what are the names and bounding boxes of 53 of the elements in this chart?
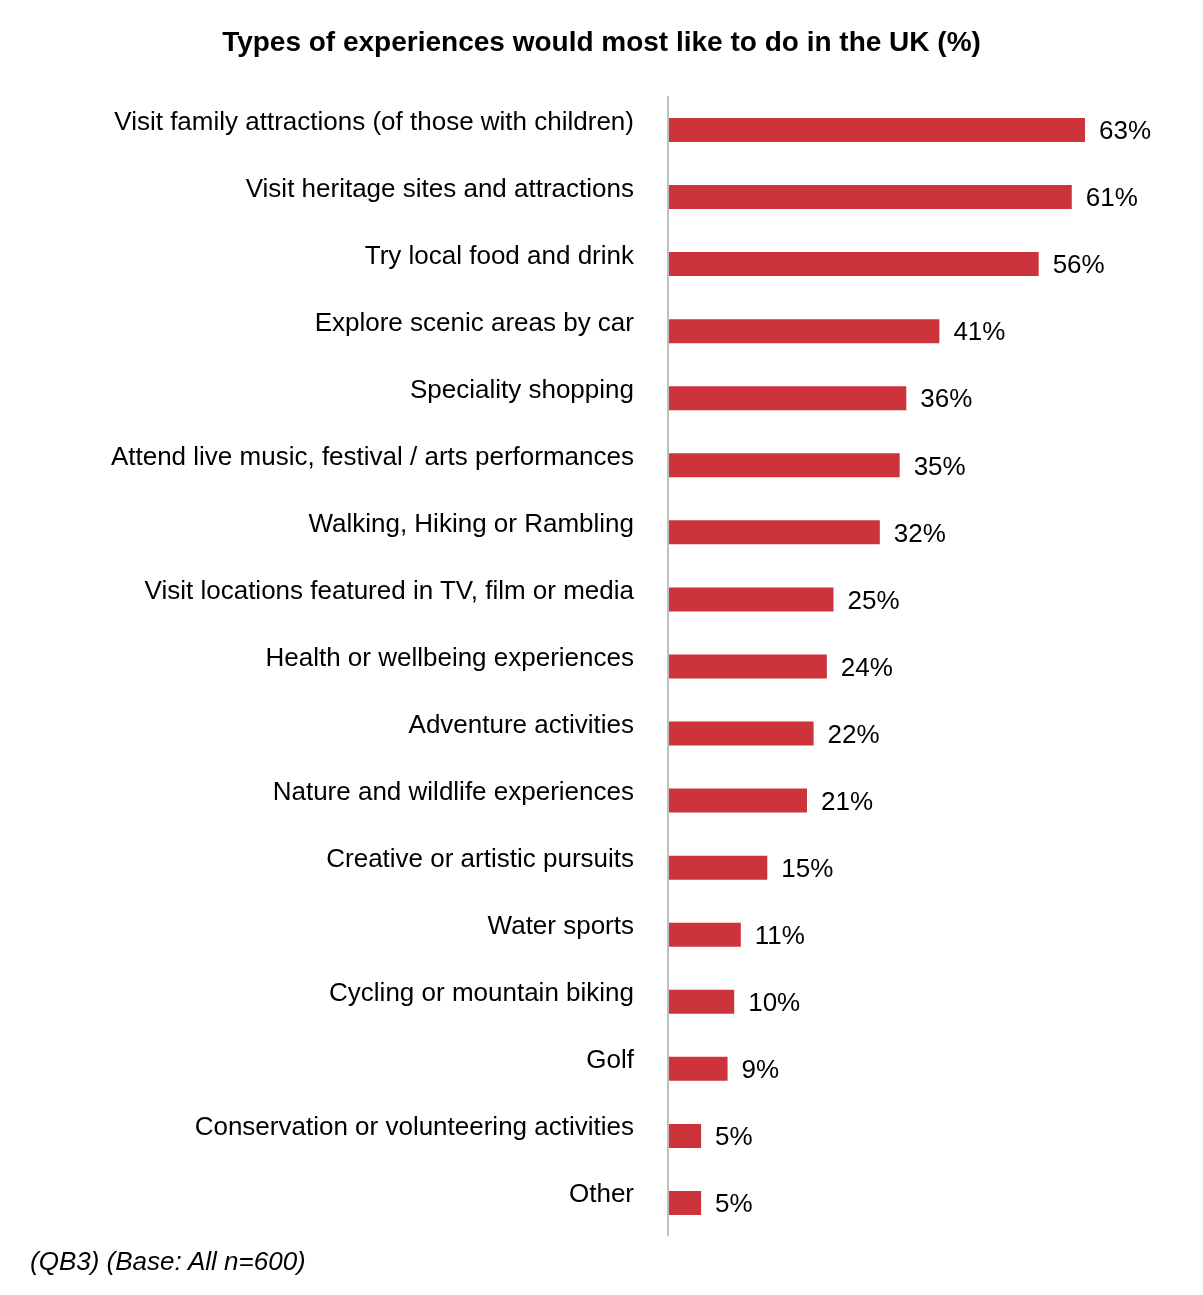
data-label: 22% [827, 718, 880, 749]
bar [668, 1056, 728, 1081]
data-label: 24% [840, 651, 893, 682]
data-label: 41% [953, 316, 1006, 347]
data-label: 36% [920, 383, 973, 414]
bar [668, 1123, 702, 1148]
bar [668, 587, 834, 612]
bar [668, 1190, 702, 1215]
y-tick-label: Visit heritage sites and attractions [245, 172, 634, 203]
data-label: 61% [1085, 182, 1138, 213]
bar [668, 989, 735, 1014]
bar [668, 654, 827, 679]
data-label: 15% [781, 852, 834, 883]
bar [668, 386, 907, 411]
y-tick-label: Other [568, 1178, 635, 1209]
data-label: 21% [821, 785, 874, 816]
bar [668, 118, 1085, 142]
data-label: 5% [715, 1121, 753, 1152]
bar [668, 721, 814, 746]
bar [668, 520, 880, 545]
y-tick-label: Visit locations featured in TV, film or media [144, 574, 635, 605]
y-tick-label: Nature and wildlife experiences [272, 776, 634, 807]
y-tick-label: Conservation or volunteering activities [194, 1111, 634, 1142]
y-tick-label: Adventure activities [408, 709, 634, 740]
data-label: 56% [1052, 249, 1105, 280]
y-tick-label: Walking, Hiking or Rambling [308, 507, 634, 538]
data-label: 32% [893, 517, 946, 548]
y-tick-label: Explore scenic areas by car [314, 306, 635, 337]
data-label: 25% [847, 584, 900, 615]
y-tick-label: Speciality shopping [409, 373, 634, 404]
data-label: 10% [748, 986, 801, 1017]
y-tick-label: Health or wellbeing experiences [265, 642, 634, 672]
bar [668, 855, 768, 880]
data-label: 5% [715, 1188, 753, 1219]
y-tick-label: Try local food and drink [364, 239, 635, 270]
y-tick-label: Cycling or mountain biking [329, 977, 634, 1008]
y-tick-label: Attend live music, festival / arts performances [110, 440, 634, 471]
data-label: 63% [1099, 115, 1152, 146]
bar [668, 252, 1039, 277]
text: (QB3) (Base: All n=600) [29, 1246, 307, 1277]
y-tick-label: Water sports [487, 910, 634, 941]
bar [668, 922, 741, 947]
y-tick-label: Golf [586, 1044, 635, 1075]
y-tick-label: Visit family attractions (of those with children) [114, 105, 634, 136]
bar [668, 453, 900, 478]
data-label: 11% [754, 919, 805, 950]
bar [668, 185, 1072, 210]
chart-title: Types of experiences would most like to do in the UK (%) [221, 25, 982, 59]
data-label: 35% [913, 450, 966, 481]
y-tick-label: Creative or artistic pursuits [326, 843, 634, 874]
bar [668, 788, 807, 813]
bar [668, 319, 940, 344]
data-label: 9% [741, 1054, 780, 1085]
